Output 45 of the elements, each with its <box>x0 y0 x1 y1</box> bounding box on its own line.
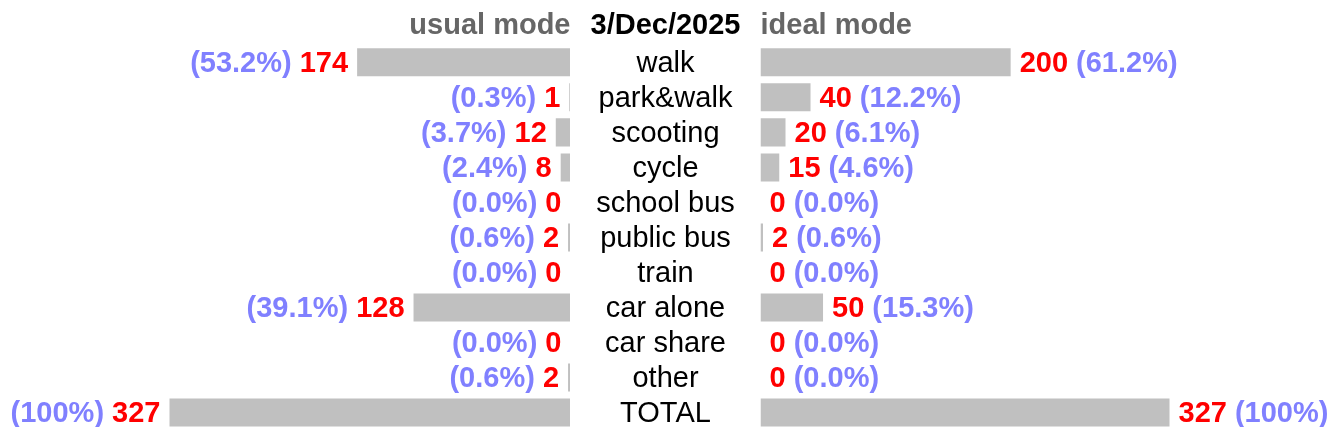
data-label: (0.0%) 0 <box>451 256 562 289</box>
chart-title: ideal mode <box>760 7 912 40</box>
data-label: (2.4%) 8 <box>442 151 552 184</box>
data-label: 0 (0.0%) <box>769 361 880 394</box>
data-label: 0 (0.0%) <box>769 326 880 359</box>
data-label: (0.0%) 0 <box>451 186 562 219</box>
bar <box>413 293 570 322</box>
data-label: 20 (6.1%) <box>794 116 921 149</box>
data-label: 50 (15.3%) <box>832 291 974 324</box>
data-label: 200 (61.2%) <box>1019 46 1178 79</box>
bar <box>760 48 1011 77</box>
y-tick-label: TOTAL <box>620 396 711 427</box>
bar <box>555 118 570 147</box>
y-axis-title: 3/Dec/2025 <box>590 7 741 40</box>
y-tick-label: walk <box>635 46 696 79</box>
data-label: (3.7%) 12 <box>421 116 547 149</box>
y-tick-label: train <box>637 256 694 289</box>
y-tick-label: school bus <box>596 186 735 219</box>
data-label: 0 (0.0%) <box>769 256 880 289</box>
data-label: (0.0%) 0 <box>451 326 562 359</box>
bar <box>760 118 786 147</box>
bar <box>169 398 570 427</box>
y-tick-label: other <box>632 361 699 394</box>
data-label: (53.2%) 174 <box>190 46 349 79</box>
chart-title: usual mode <box>409 7 571 40</box>
bar <box>760 83 811 112</box>
data-label: 15 (4.6%) <box>788 151 914 184</box>
data-label: (0.6%) 2 <box>449 221 560 254</box>
bar <box>560 153 570 182</box>
data-label: (39.1%) 128 <box>246 291 405 324</box>
data-label: 0 (0.0%) <box>769 186 880 219</box>
y-tick-label: car share <box>605 326 726 359</box>
y-tick-label: public bus <box>600 221 731 254</box>
y-tick-label: cycle <box>632 151 699 184</box>
data-label: 2 (0.6%) <box>772 221 882 254</box>
y-tick-label: car alone <box>605 291 726 324</box>
data-label: (0.6%) 2 <box>449 361 560 394</box>
bar <box>760 153 780 182</box>
bar <box>760 398 1170 427</box>
y-tick-label: scooting <box>611 116 720 149</box>
y-tick-label: park&walk <box>598 81 733 114</box>
data-label: (0.3%) 1 <box>450 81 561 114</box>
data-label: 40 (12.2%) <box>819 81 962 114</box>
bar <box>357 48 570 77</box>
bar <box>760 293 824 322</box>
